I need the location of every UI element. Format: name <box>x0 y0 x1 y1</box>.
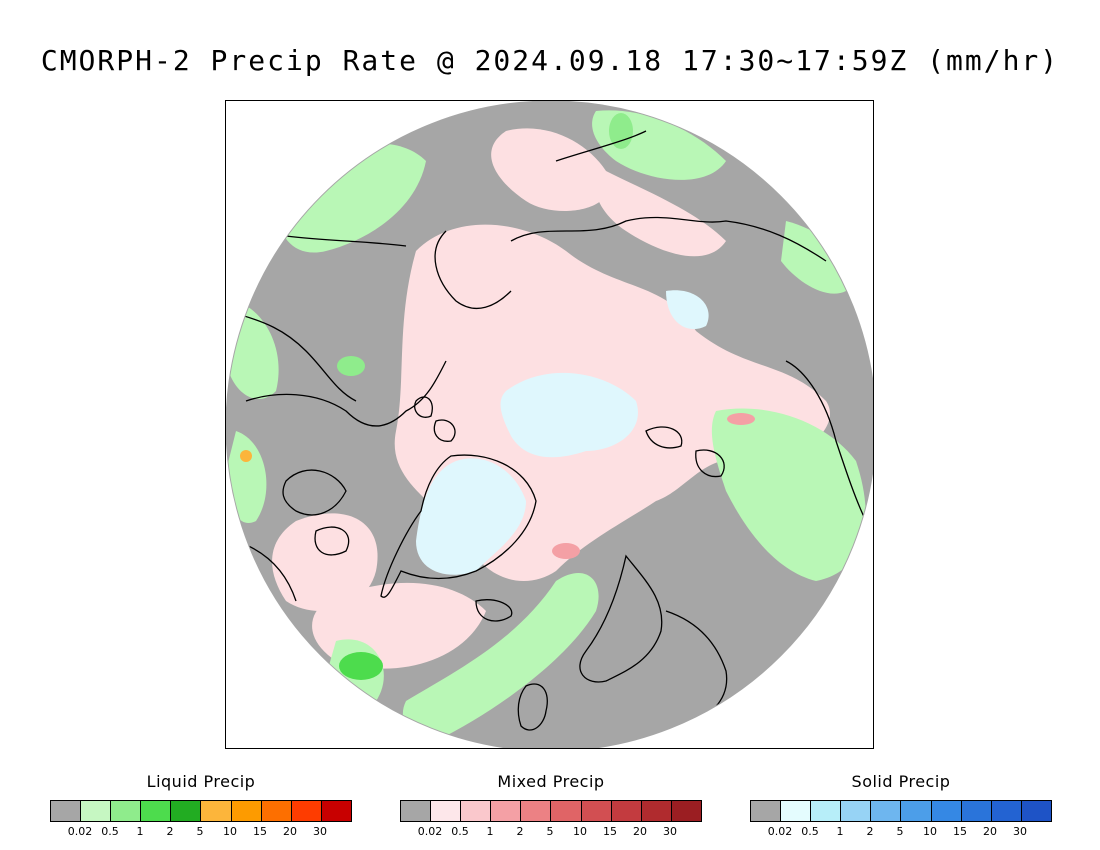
liquid-tick: 1 <box>136 825 144 838</box>
mixed-tick: 30 <box>663 825 677 838</box>
solid-legend-title: Solid Precip <box>851 772 951 791</box>
mixed-tick: 0.5 <box>451 825 469 838</box>
liquid-swatch <box>81 801 112 821</box>
polar-map <box>226 101 873 748</box>
liquid-swatch <box>171 801 202 821</box>
solid-swatch <box>931 801 962 821</box>
map-title: CMORPH-2 Precip Rate @ 2024.09.18 17:30~… <box>40 44 1060 77</box>
solid-tick: 10 <box>923 825 937 838</box>
liquid-swatch <box>231 801 262 821</box>
solid-swatch <box>991 801 1022 821</box>
mixed-swatch <box>461 801 492 821</box>
solid-swatch <box>1021 801 1051 821</box>
liquid-tick: 2 <box>166 825 174 838</box>
mixed-tick: 5 <box>546 825 554 838</box>
mixed-swatch <box>551 801 582 821</box>
liquid-swatch <box>51 801 82 821</box>
mixed-legend-title: Mixed Precip <box>497 772 605 791</box>
solid-tick: 5 <box>896 825 904 838</box>
liquid-swatch <box>291 801 322 821</box>
liquid-tick: 30 <box>313 825 327 838</box>
mixed-swatch <box>581 801 612 821</box>
solid-tick: 20 <box>983 825 997 838</box>
map-frame <box>225 100 874 749</box>
liquid-swatch <box>201 801 232 821</box>
solid-tick: 1 <box>836 825 844 838</box>
mixed-color-bar <box>400 800 702 822</box>
liquid-tick: 10 <box>223 825 237 838</box>
mixed-tick: 0.02 <box>417 825 443 838</box>
liquid-tick: 20 <box>283 825 297 838</box>
mixed-swatch <box>491 801 522 821</box>
mixed-tick: 10 <box>573 825 587 838</box>
liquid-swatch <box>261 801 292 821</box>
coastlines <box>226 130 867 731</box>
solid-swatch <box>961 801 992 821</box>
solid-tick: 15 <box>953 825 967 838</box>
mixed-legend: Mixed Precip 0.02 0.5 1 2 5 10 15 20 30 <box>400 772 702 839</box>
mixed-tick: 20 <box>633 825 647 838</box>
liquid-swatch <box>321 801 351 821</box>
solid-tick: 0.5 <box>801 825 819 838</box>
liquid-swatch <box>111 801 142 821</box>
mixed-swatch <box>641 801 672 821</box>
liquid-tick: 0.5 <box>101 825 119 838</box>
liquid-tick: 0.02 <box>67 825 93 838</box>
solid-legend: Solid Precip 0.02 0.5 1 2 5 10 15 20 30 <box>750 772 1052 839</box>
mixed-tick: 2 <box>516 825 524 838</box>
solid-tick: 0.02 <box>767 825 793 838</box>
solid-swatch <box>901 801 932 821</box>
liquid-legend: Liquid Precip 0.02 0.5 1 2 5 10 15 20 30 <box>50 772 352 839</box>
mixed-swatch <box>401 801 432 821</box>
solid-color-bar <box>750 800 1052 822</box>
solid-swatch <box>841 801 872 821</box>
solid-tick: 2 <box>866 825 874 838</box>
solid-swatch <box>811 801 842 821</box>
solid-precip-regions <box>416 290 709 575</box>
liquid-tick: 15 <box>253 825 267 838</box>
mixed-swatch <box>521 801 552 821</box>
liquid-color-bar <box>50 800 352 822</box>
liquid-tick: 5 <box>196 825 204 838</box>
liquid-legend-title: Liquid Precip <box>146 772 256 791</box>
solid-swatch <box>871 801 902 821</box>
solid-swatch <box>751 801 782 821</box>
mixed-tick-labels: 0.02 0.5 1 2 5 10 15 20 30 <box>400 825 702 839</box>
solid-tick: 30 <box>1013 825 1027 838</box>
heavier-precip-spots <box>240 113 755 680</box>
mixed-swatch <box>671 801 701 821</box>
liquid-swatch <box>141 801 172 821</box>
solid-tick-labels: 0.02 0.5 1 2 5 10 15 20 30 <box>750 825 1052 839</box>
mixed-tick: 15 <box>603 825 617 838</box>
liquid-tick-labels: 0.02 0.5 1 2 5 10 15 20 30 <box>50 825 352 839</box>
mixed-tick: 1 <box>486 825 494 838</box>
mixed-swatch <box>611 801 642 821</box>
solid-swatch <box>781 801 812 821</box>
mixed-swatch <box>431 801 462 821</box>
